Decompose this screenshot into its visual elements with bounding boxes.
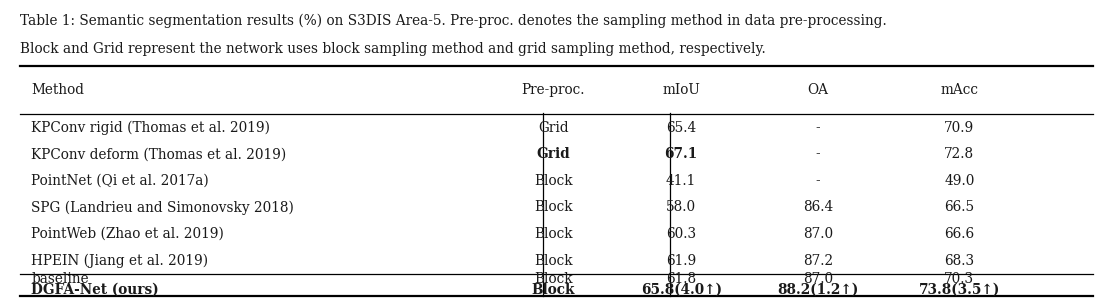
- Text: 87.0: 87.0: [802, 227, 834, 241]
- Text: Grid: Grid: [536, 147, 570, 161]
- Text: Block and Grid represent the network uses block sampling method and grid samplin: Block and Grid represent the network use…: [20, 42, 766, 56]
- Text: -: -: [816, 147, 820, 161]
- Text: OA: OA: [808, 83, 828, 97]
- Text: -: -: [816, 174, 820, 188]
- Text: KPConv rigid (Thomas et al. 2019): KPConv rigid (Thomas et al. 2019): [31, 120, 270, 135]
- Text: Pre-proc.: Pre-proc.: [521, 83, 585, 97]
- Text: DGFA-Net (ours): DGFA-Net (ours): [31, 283, 159, 297]
- Text: 70.3: 70.3: [944, 272, 975, 286]
- Text: 41.1: 41.1: [666, 174, 697, 188]
- Text: mAcc: mAcc: [940, 83, 978, 97]
- Text: Block: Block: [534, 254, 572, 268]
- Text: Block: Block: [534, 200, 572, 214]
- Text: 61.9: 61.9: [666, 254, 697, 268]
- Text: Block: Block: [534, 272, 572, 286]
- Text: 58.0: 58.0: [666, 200, 697, 214]
- Text: Block: Block: [534, 227, 572, 241]
- Text: 88.2(1.2↑): 88.2(1.2↑): [777, 283, 859, 297]
- Text: 67.1: 67.1: [664, 147, 698, 161]
- Text: mIoU: mIoU: [662, 83, 700, 97]
- Text: Table 1: Semantic segmentation results (%) on S3DIS Area-5. Pre-proc. denotes th: Table 1: Semantic segmentation results (…: [20, 14, 887, 28]
- Text: PointNet (Qi et al. 2017a): PointNet (Qi et al. 2017a): [31, 174, 209, 188]
- Text: 87.0: 87.0: [802, 272, 834, 286]
- Text: Method: Method: [31, 83, 85, 97]
- Text: 66.5: 66.5: [944, 200, 975, 214]
- Text: 49.0: 49.0: [944, 174, 975, 188]
- Text: Grid: Grid: [538, 121, 569, 135]
- Text: baseline: baseline: [31, 272, 89, 286]
- Text: 68.3: 68.3: [944, 254, 975, 268]
- Text: Block: Block: [534, 174, 572, 188]
- Text: 73.8(3.5↑): 73.8(3.5↑): [918, 283, 1001, 297]
- Text: 87.2: 87.2: [802, 254, 834, 268]
- Text: -: -: [816, 121, 820, 135]
- Text: 61.8: 61.8: [666, 272, 697, 286]
- Text: HPEIN (Jiang et al. 2019): HPEIN (Jiang et al. 2019): [31, 253, 208, 268]
- Text: 66.6: 66.6: [944, 227, 975, 241]
- Text: Block: Block: [531, 283, 575, 297]
- Text: SPG (Landrieu and Simonovsky 2018): SPG (Landrieu and Simonovsky 2018): [31, 200, 294, 215]
- Text: PointWeb (Zhao et al. 2019): PointWeb (Zhao et al. 2019): [31, 227, 224, 241]
- Text: 70.9: 70.9: [944, 121, 975, 135]
- Text: KPConv deform (Thomas et al. 2019): KPConv deform (Thomas et al. 2019): [31, 147, 286, 161]
- Text: 65.4: 65.4: [666, 121, 697, 135]
- Text: 72.8: 72.8: [944, 147, 975, 161]
- Text: 86.4: 86.4: [802, 200, 834, 214]
- Text: 60.3: 60.3: [666, 227, 697, 241]
- Text: 65.8(4.0↑): 65.8(4.0↑): [641, 283, 721, 297]
